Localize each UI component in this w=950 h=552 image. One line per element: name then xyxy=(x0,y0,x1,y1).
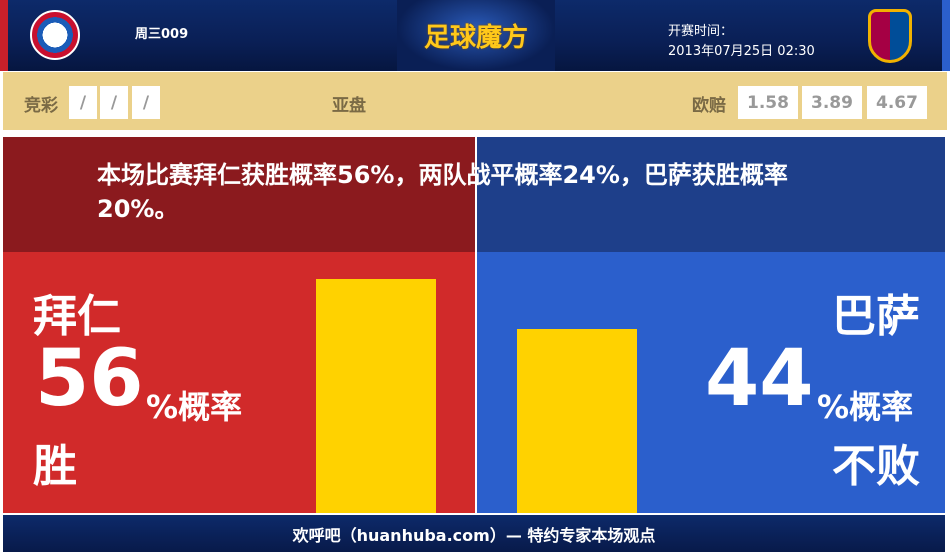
match-number: 周三009 xyxy=(135,27,189,42)
home-team-name: 拜仁 xyxy=(33,291,121,342)
home-percent-suffix: %概率 xyxy=(146,388,243,426)
jingcai-odd: / xyxy=(69,86,97,119)
jingcai-label: 竞彩 xyxy=(24,96,58,116)
prediction-summary: 本场比赛拜仁获胜概率56%，两队战平概率24%，巴萨获胜概率20%。 xyxy=(97,161,788,223)
away-percent-suffix: %概率 xyxy=(817,388,914,426)
kickoff-time: 2013年07月25日 02:30 xyxy=(668,44,815,59)
asian-label: 亚盘 xyxy=(332,96,366,116)
barca-logo-icon xyxy=(868,9,912,63)
home-outcome: 胜 xyxy=(33,441,77,492)
home-percent: 56 xyxy=(35,334,144,424)
away-probability-bar xyxy=(517,329,637,513)
brand-logo: 足球魔方 xyxy=(397,0,555,71)
summary-bg-home xyxy=(3,137,475,252)
home-panel: 拜仁 56 %概率 胜 xyxy=(3,252,475,513)
jingcai-odd: / xyxy=(132,86,160,119)
euro-label: 欧赔 xyxy=(692,96,726,116)
euro-odd-home: 1.58 xyxy=(738,86,798,119)
euro-odd-away: 4.67 xyxy=(867,86,927,119)
away-color-strip xyxy=(942,0,950,71)
away-panel: 巴萨 44 %概率 不败 xyxy=(477,252,945,513)
away-outcome: 不败 xyxy=(832,441,920,492)
euro-odd-draw: 3.89 xyxy=(802,86,862,119)
home-color-strip xyxy=(0,0,8,71)
jingcai-odd: / xyxy=(100,86,128,119)
kickoff-label: 开赛时间： xyxy=(668,24,734,39)
away-team-name: 巴萨 xyxy=(832,291,920,342)
summary-bg-away xyxy=(477,137,945,252)
odds-bar: 竞彩 / / / 亚盘 欧赔 1.58 3.89 4.67 xyxy=(3,72,947,130)
footer: 欢呼吧（huanhuba.com）— 特约专家本场观点 xyxy=(3,515,945,552)
bayern-logo-icon xyxy=(30,10,80,60)
away-percent: 44 xyxy=(705,334,814,424)
home-probability-bar xyxy=(316,278,436,513)
